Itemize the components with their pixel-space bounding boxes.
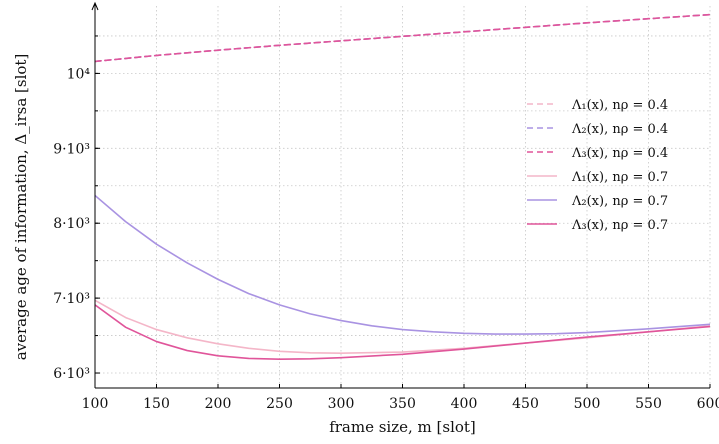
x-tick-label: 500 <box>574 396 601 412</box>
x-tick-label: 250 <box>266 396 293 412</box>
x-axis-title: frame size, m [slot] <box>329 418 476 436</box>
x-tick-label: 150 <box>143 396 170 412</box>
y-tick-label: 7·10³ <box>53 291 90 307</box>
y-tick-label: 10⁴ <box>67 66 91 82</box>
y-tick-label: 6·10³ <box>53 366 90 382</box>
x-tick-label: 550 <box>635 396 662 412</box>
x-tick-label: 200 <box>205 396 232 412</box>
legend-label: Λ₃(x), nρ = 0.7 <box>571 218 668 233</box>
x-tick-label: 300 <box>328 396 355 412</box>
x-tick-label: 100 <box>82 396 109 412</box>
legend-label: Λ₁(x), nρ = 0.7 <box>571 170 668 185</box>
legend-label: Λ₃(x), nρ = 0.4 <box>571 146 668 161</box>
y-axis-arrow <box>91 1 99 11</box>
x-tick-label: 600 <box>697 396 719 412</box>
legend-label: Λ₁(x), nρ = 0.4 <box>571 98 668 113</box>
x-tick-label: 400 <box>451 396 478 412</box>
y-tick-label: 9·10³ <box>53 141 90 157</box>
x-tick-label: 350 <box>389 396 416 412</box>
x-tick-label: 450 <box>512 396 539 412</box>
legend-label: Λ₂(x), nρ = 0.7 <box>571 194 668 209</box>
y-tick-label: 8·10³ <box>53 216 90 232</box>
series-line <box>95 304 710 360</box>
series-line <box>95 194 710 335</box>
legend-label: Λ₂(x), nρ = 0.4 <box>571 122 668 137</box>
series-lines <box>95 13 710 360</box>
legend: Λ₁(x), nρ = 0.4 Λ₂(x), nρ = 0.4 Λ₃(x), nρ … <box>527 98 668 233</box>
y-axis-title: average age of information, Δ_irsa [slot… <box>12 54 30 361</box>
ticks: 100 150 200 250 300 350 400 450 500 550 600 6·10³ 7·… <box>53 35 719 412</box>
series-line <box>95 13 710 63</box>
